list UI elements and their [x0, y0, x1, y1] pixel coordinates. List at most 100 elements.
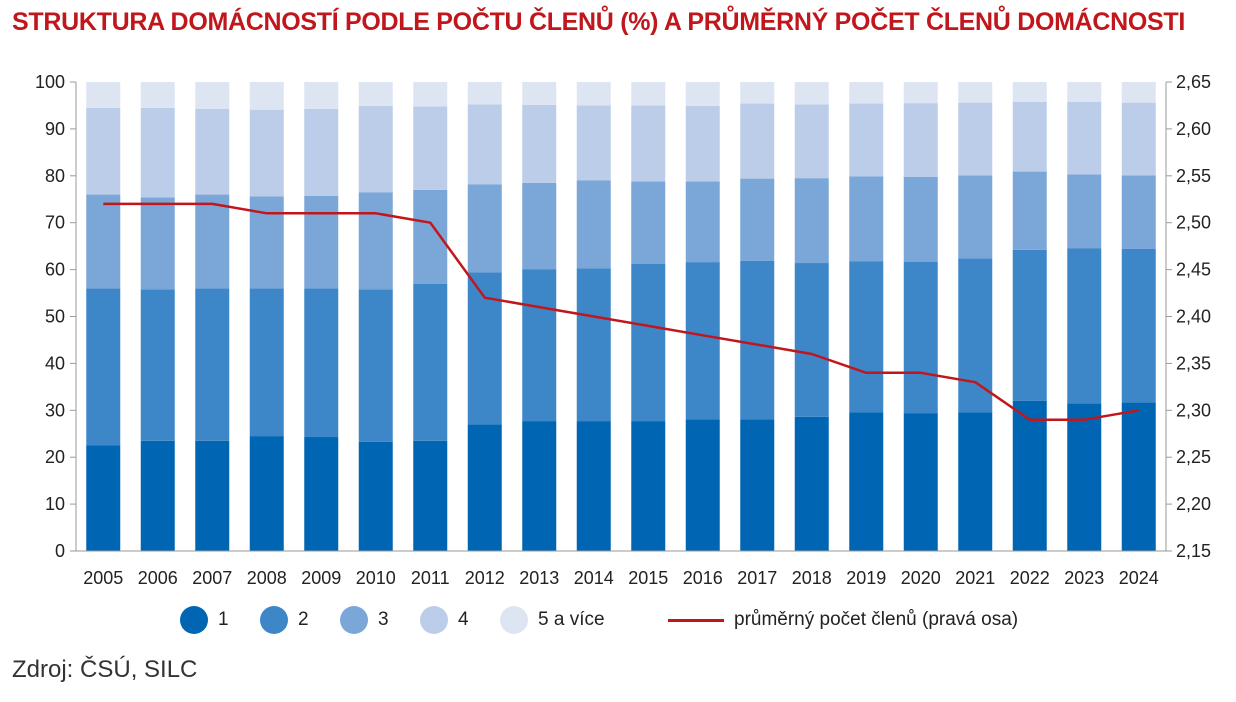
chart-plot: 0 10 20 30 40 50 60 70 80 90 100 2,15 2,20 2,25 2,30 2,…: [35, 72, 1211, 588]
bar-2015-series-3: [631, 181, 666, 264]
bar-2022-series-3: [1012, 171, 1047, 250]
y-tick-label: 20: [45, 447, 65, 467]
y-tick-label: 50: [45, 307, 65, 327]
x-tick-label: 2009: [301, 568, 341, 588]
bar-2015-series-2: [631, 263, 666, 422]
bar-2017-series-4: [740, 103, 775, 179]
y-tick-label: 70: [45, 213, 65, 233]
bar-2022-series-4: [1012, 101, 1047, 172]
bar-2016-series-3: [685, 181, 720, 263]
bar-2013-series-5: [522, 82, 557, 105]
bar-2017-series-5: [740, 82, 775, 104]
x-tick-label: 2021: [955, 568, 995, 588]
bar-2008-series-2: [249, 288, 284, 437]
bar-2007-series-5: [195, 82, 230, 109]
bar-2020-series-4: [903, 103, 938, 177]
bar-2014-series-1: [576, 421, 611, 551]
bar-2009-series-2: [304, 288, 339, 438]
bar-2016-series-4: [685, 105, 720, 182]
y2-tick-label: 2,65: [1176, 72, 1211, 92]
y-tick-label: 30: [45, 400, 65, 420]
bar-2011-series-3: [413, 189, 448, 284]
legend-item-5: 5 a více: [500, 600, 605, 640]
bar-2020-series-5: [903, 82, 938, 104]
bar-2021-series-5: [958, 82, 993, 103]
y-tick-label: 0: [55, 541, 65, 561]
y2-tick-label: 2,20: [1176, 494, 1211, 514]
bar-2024-series-5: [1121, 82, 1156, 103]
bar-2019-series-4: [849, 103, 884, 177]
bar-2023-series-4: [1067, 101, 1102, 175]
legend-line-swatch: [668, 618, 724, 622]
chart-title: STRUKTURA DOMÁCNOSTÍ PODLE POČTU ČLENŮ (…: [12, 8, 1186, 36]
bar-2016-series-5: [685, 82, 720, 106]
bar-2022-series-1: [1012, 400, 1047, 551]
x-tick-label: 2022: [1010, 568, 1050, 588]
y2-tick-label: 2,45: [1176, 260, 1211, 280]
bar-2011-series-2: [413, 283, 448, 441]
bar-2021-series-3: [958, 175, 993, 259]
bar-2011-series-5: [413, 82, 448, 107]
y2-tick-label: 2,25: [1176, 447, 1211, 467]
legend-item-line: průměrný počet členů (pravá osa): [668, 600, 1018, 640]
y-tick-label: 90: [45, 119, 65, 139]
y-tick-label: 80: [45, 166, 65, 186]
bar-2009-series-1: [304, 437, 339, 551]
x-tick-label: 2020: [901, 568, 941, 588]
x-tick-label: 2006: [138, 568, 178, 588]
bar-2017-series-1: [740, 419, 775, 551]
legend-swatch: [340, 606, 368, 634]
bar-2015-series-1: [631, 421, 666, 551]
y-tick-label: 10: [45, 494, 65, 514]
bar-2019-series-2: [849, 261, 884, 413]
bar-2012-series-1: [467, 424, 502, 551]
bar-2006-series-1: [140, 440, 175, 551]
bar-2019-series-3: [849, 176, 884, 262]
bar-2008-series-1: [249, 436, 284, 551]
bar-2011-series-4: [413, 106, 448, 190]
bar-2013-series-2: [522, 269, 557, 422]
bar-2009-series-5: [304, 82, 339, 109]
bar-2013-series-1: [522, 421, 557, 551]
bar-2009-series-4: [304, 108, 339, 196]
y2-tick-label: 2,50: [1176, 213, 1211, 233]
bar-2021-series-2: [958, 258, 993, 413]
bar-2012-series-2: [467, 272, 502, 425]
bar-2018-series-1: [794, 416, 829, 551]
legend-swatch: [180, 606, 208, 634]
bar-2007-series-2: [195, 288, 230, 441]
bar-2016-series-2: [685, 262, 720, 420]
legend-swatch: [500, 606, 528, 634]
bar-2010-series-4: [358, 105, 393, 193]
bar-2023-series-5: [1067, 82, 1102, 102]
bar-2012-series-4: [467, 104, 502, 185]
bar-2010-series-1: [358, 441, 393, 551]
legend-label: 4: [458, 609, 469, 630]
x-tick-label: 2016: [683, 568, 723, 588]
x-tick-label: 2012: [465, 568, 505, 588]
legend-item-1: 1: [180, 600, 229, 640]
bar-2018-series-2: [794, 263, 829, 417]
bar-2016-series-1: [685, 419, 720, 551]
bar-2024-series-4: [1121, 102, 1156, 176]
bar-2014-series-3: [576, 180, 611, 269]
x-tick-label: 2023: [1064, 568, 1104, 588]
bar-2006-series-3: [140, 197, 175, 290]
y-tick-label: 60: [45, 260, 65, 280]
bar-2008-series-4: [249, 109, 284, 197]
y-tick-label: 40: [45, 353, 65, 373]
bar-2013-series-4: [522, 104, 557, 183]
bar-2023-series-2: [1067, 248, 1102, 404]
legend-label: průměrný počet členů (pravá osa): [734, 609, 1019, 630]
bar-2005-series-1: [86, 445, 121, 551]
bar-2021-series-1: [958, 412, 993, 551]
legend: 1 2 3 4 5 a více průměrný počet členů (pravá …: [0, 600, 1236, 640]
bar-2017-series-2: [740, 260, 775, 420]
bar-2005-series-5: [86, 82, 121, 108]
bar-2006-series-5: [140, 82, 175, 108]
x-tick-label: 2019: [846, 568, 886, 588]
bar-2015-series-5: [631, 82, 666, 106]
bar-2022-series-5: [1012, 82, 1047, 102]
bar-2012-series-3: [467, 184, 502, 273]
bar-2023-series-1: [1067, 403, 1102, 551]
